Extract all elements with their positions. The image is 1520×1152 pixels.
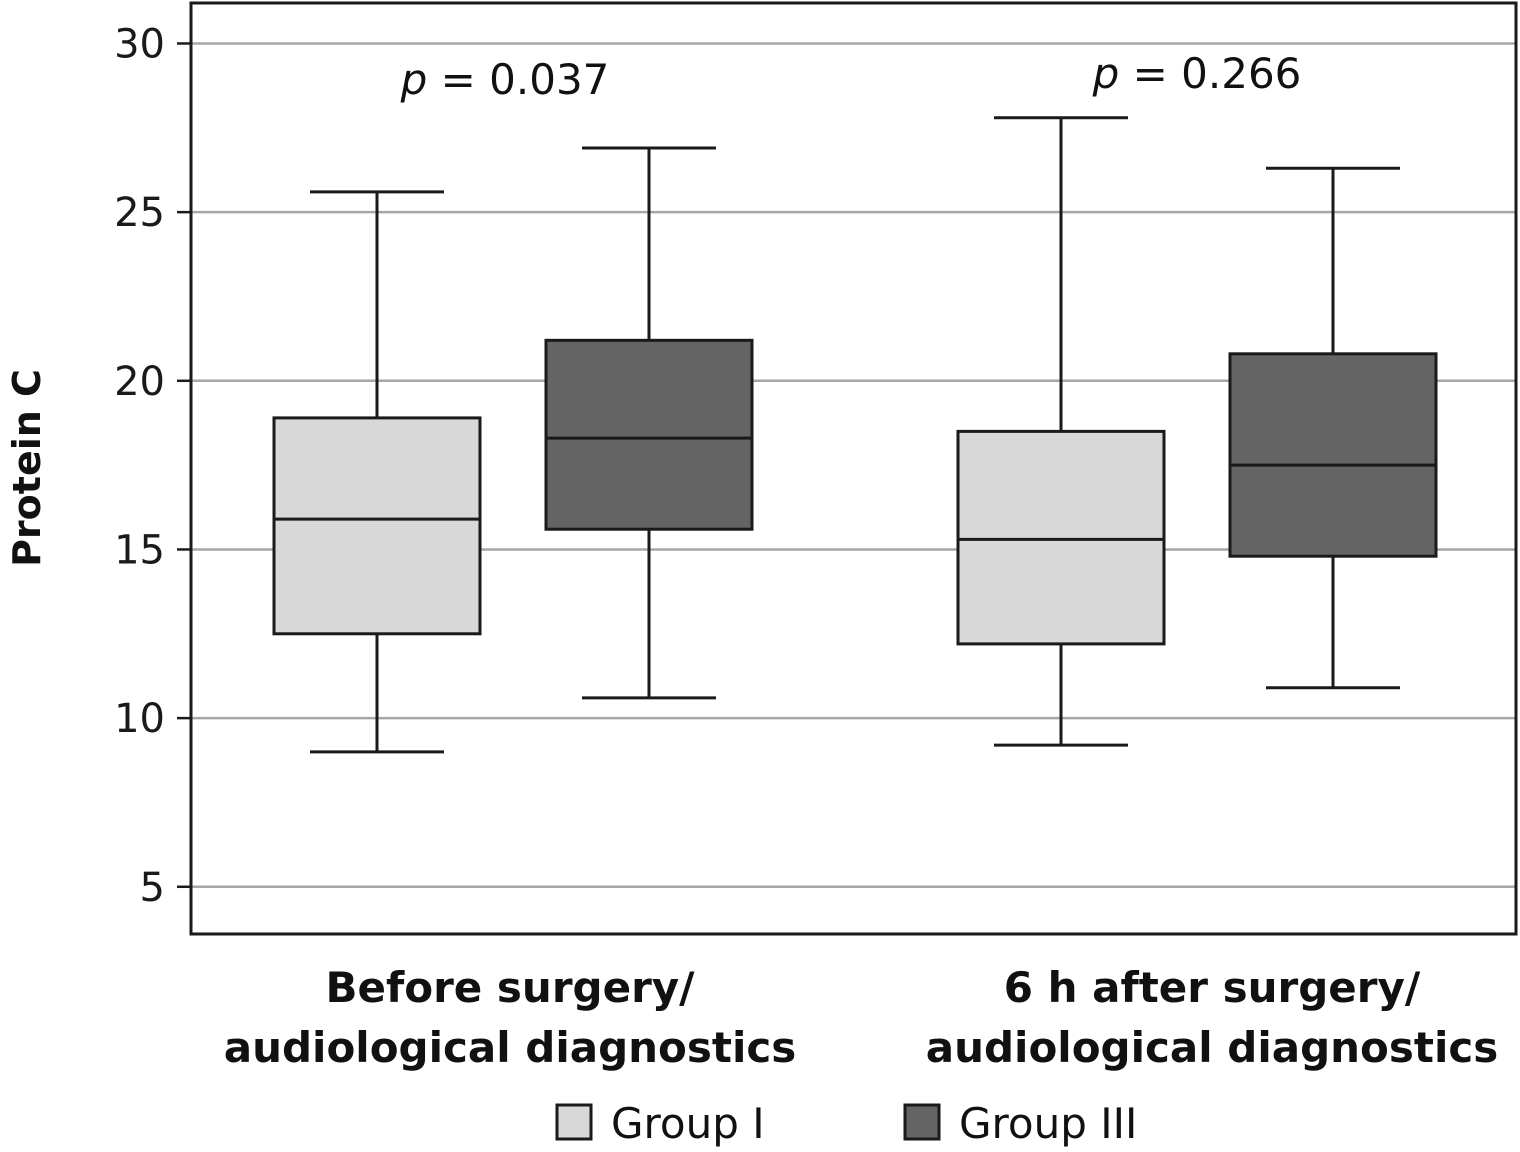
y-axis-title: Protein C: [5, 369, 49, 567]
p-value-text: = 0.037: [427, 55, 609, 104]
p-symbol: p: [400, 55, 428, 104]
legend-label: Group III: [959, 1099, 1137, 1148]
plot-frame: [189, 1, 1518, 936]
legend-swatch: [903, 1103, 941, 1141]
y-tick-label: 10: [114, 696, 165, 742]
box-iqr: [1228, 352, 1438, 558]
x-category-label: 6 h after surgery/: [1004, 963, 1421, 1012]
box-iqr: [272, 416, 482, 636]
y-tick-label: 30: [114, 21, 165, 67]
y-tick-label: 5: [140, 865, 165, 911]
box-iqr: [956, 429, 1166, 646]
y-tick-label: 25: [114, 190, 165, 236]
legend-label: Group I: [611, 1099, 765, 1148]
p-symbol: p: [1092, 49, 1120, 98]
x-category-label: Before surgery/: [325, 963, 695, 1012]
x-category-label: audiological diagnostics: [224, 1023, 797, 1072]
box-iqr: [544, 338, 754, 531]
y-tick-label: 20: [114, 359, 165, 405]
p-value-annotation: p = 0.037: [400, 55, 610, 104]
x-category-label: audiological diagnostics: [926, 1023, 1499, 1072]
legend-swatch: [555, 1103, 593, 1141]
p-value-text: = 0.266: [1119, 49, 1301, 98]
y-tick-label: 15: [114, 527, 165, 573]
p-value-annotation: p = 0.266: [1092, 49, 1302, 98]
